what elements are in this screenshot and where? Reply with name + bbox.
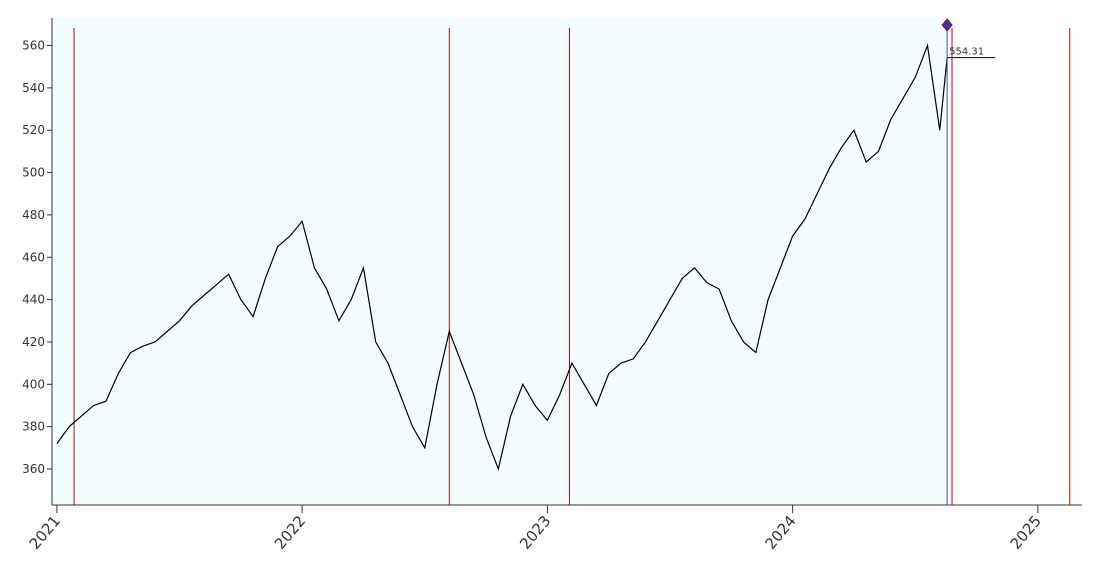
- last-value-label: 554.31: [949, 47, 984, 58]
- x-tick-label: 2021: [26, 512, 64, 553]
- y-tick-label: 540: [22, 81, 45, 95]
- y-tick-label: 480: [22, 208, 45, 222]
- x-tick-label: 2023: [516, 512, 554, 553]
- y-tick-label: 520: [22, 123, 45, 137]
- x-tick-label: 2022: [271, 512, 309, 553]
- y-tick-label: 500: [22, 166, 45, 180]
- x-tick-label: 2024: [761, 512, 799, 553]
- shaded-region: [52, 18, 948, 505]
- y-tick-label: 400: [22, 377, 45, 391]
- y-tick-label: 560: [22, 39, 45, 53]
- x-tick-label: 2025: [1007, 512, 1045, 553]
- current-marker: [941, 18, 953, 32]
- y-tick-label: 420: [22, 335, 45, 349]
- price-line: [56, 43, 948, 472]
- y-tick-label: 380: [22, 420, 45, 434]
- y-tick-label: 440: [22, 293, 45, 307]
- y-tick-label: 360: [22, 462, 45, 476]
- y-tick-label: 460: [22, 250, 45, 264]
